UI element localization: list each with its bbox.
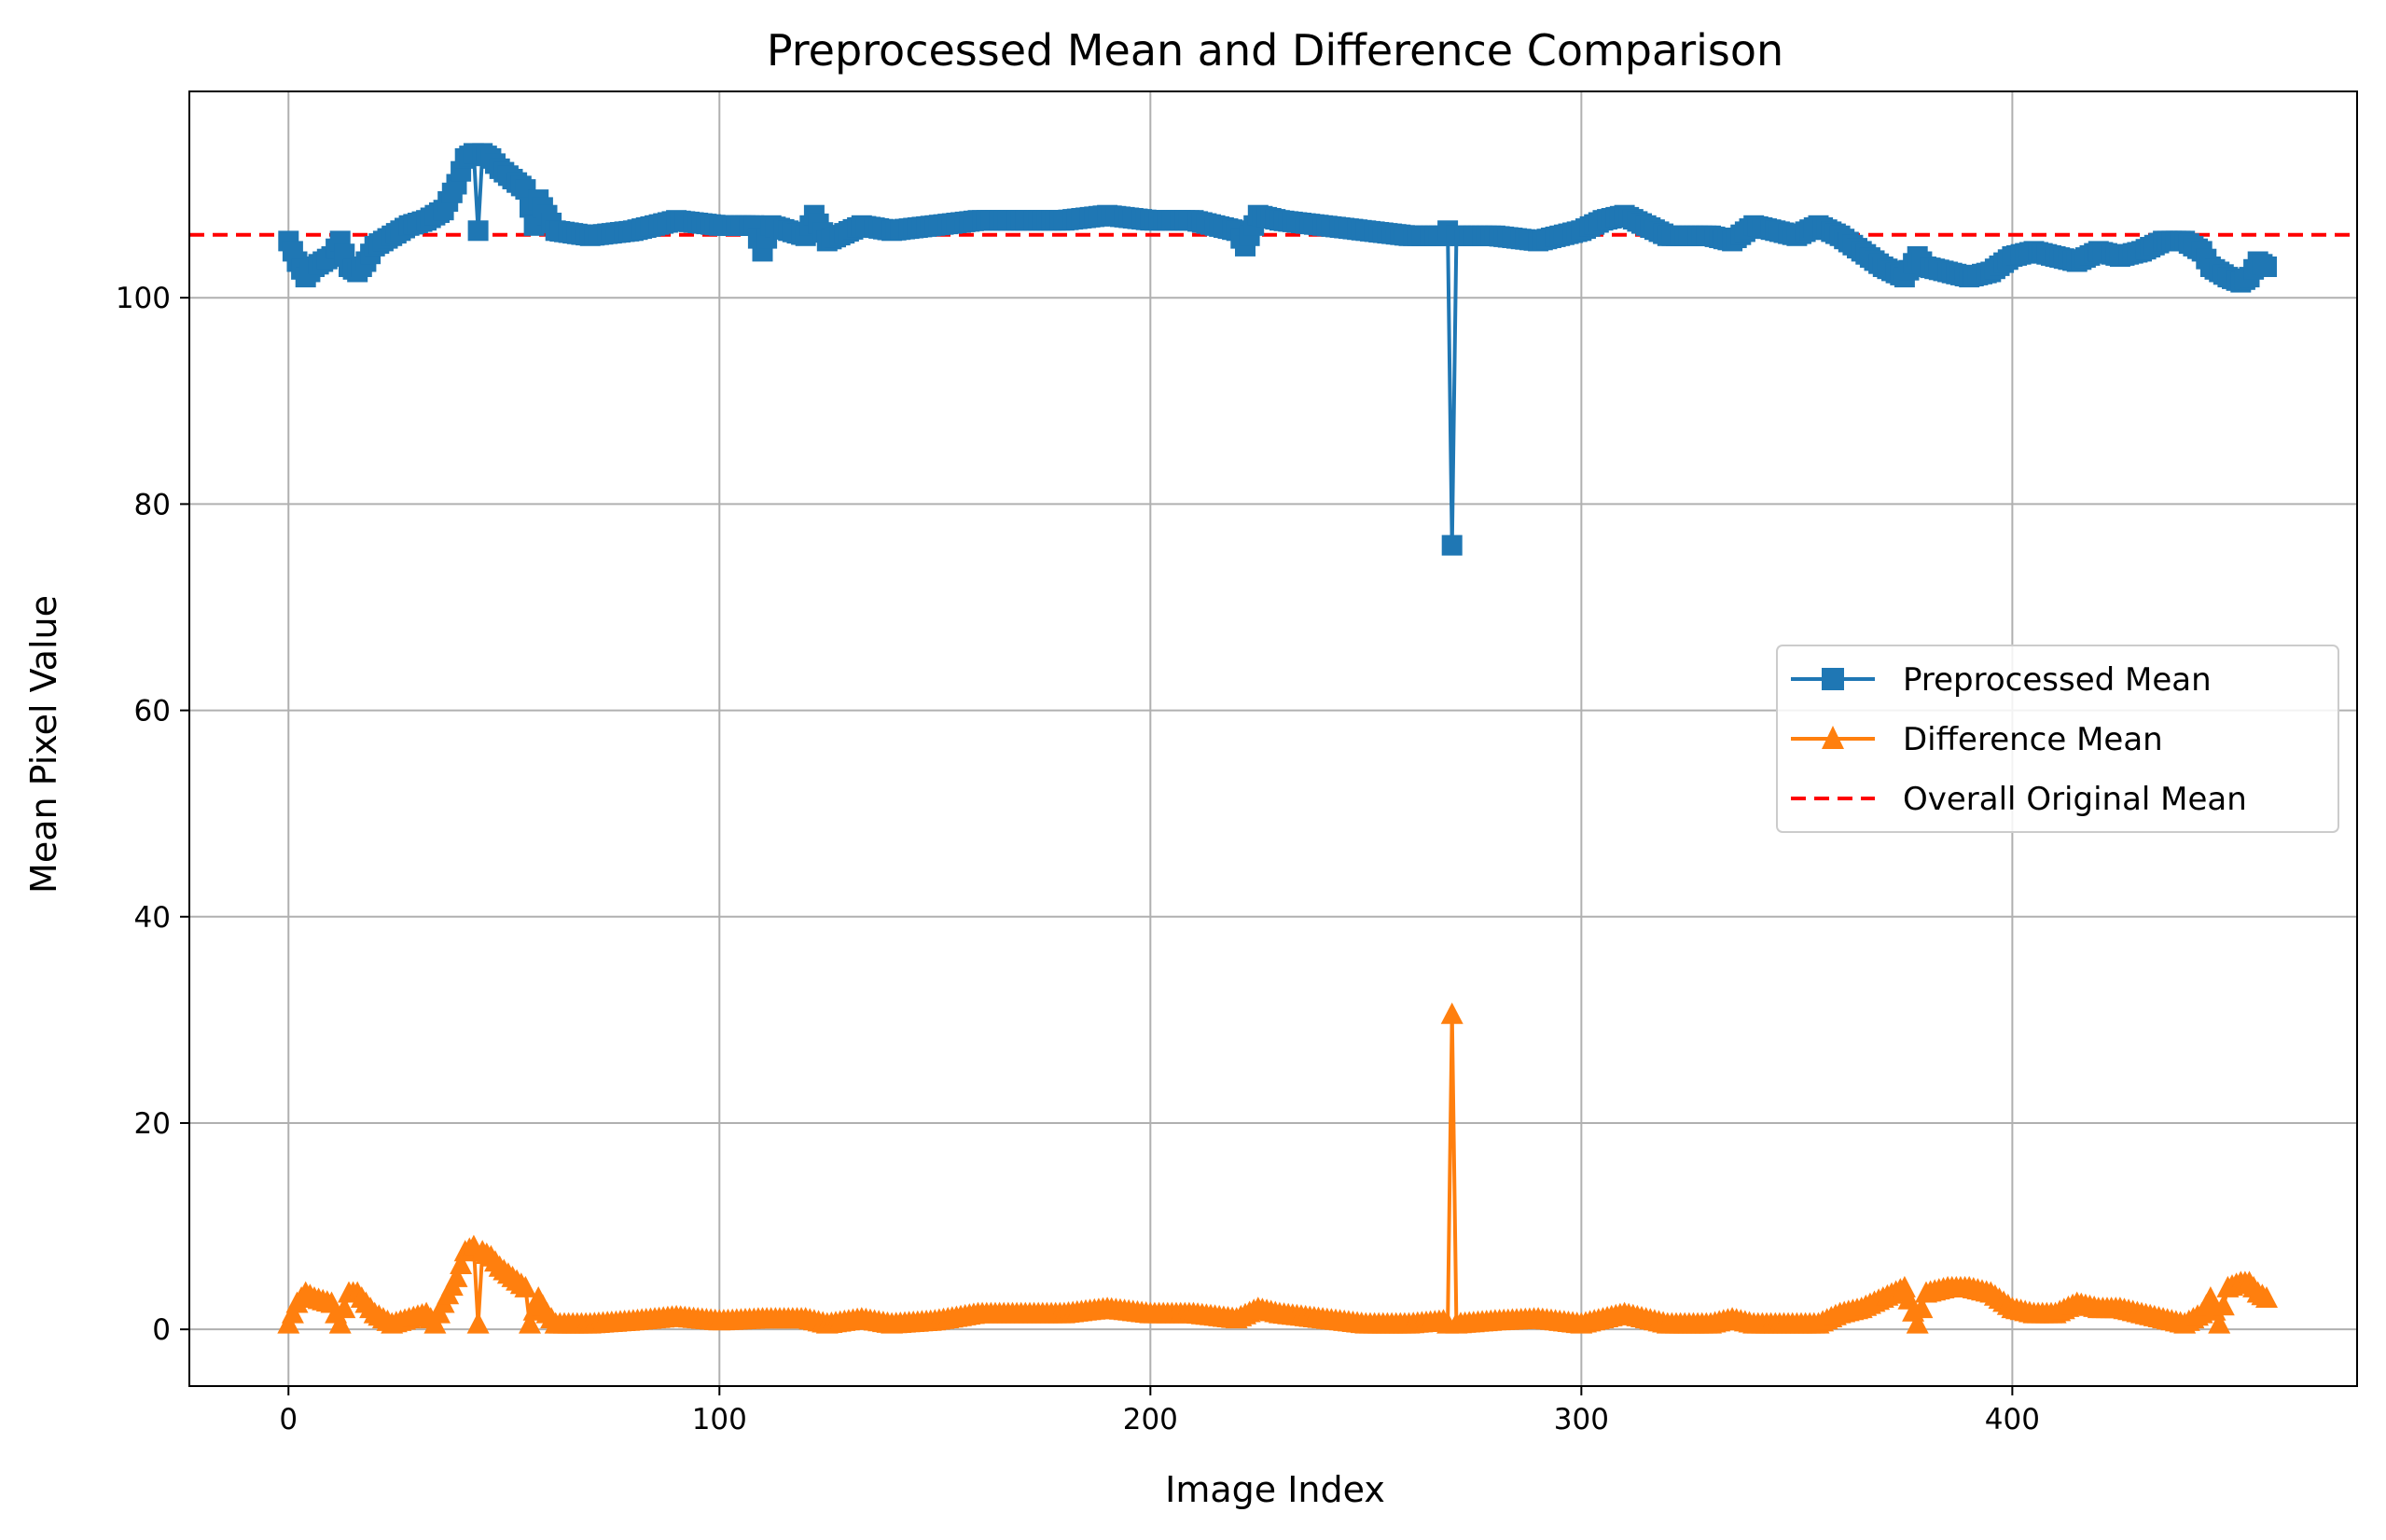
difference-mean-point	[2212, 1294, 2235, 1316]
difference-mean-point	[333, 1297, 356, 1319]
legend: Preprocessed Mean Difference Mean Overal…	[1776, 645, 2339, 833]
legend-label-overall: Overall Original Mean	[1903, 781, 2247, 818]
x-tick-label: 100	[692, 1403, 747, 1436]
legend-item-difference: Difference Mean	[1791, 721, 2163, 758]
x-tick-label: 300	[1554, 1403, 1609, 1436]
difference-mean-point	[328, 1311, 352, 1334]
difference-mean-point	[2255, 1286, 2278, 1308]
triangle-marker-icon	[1822, 726, 1844, 749]
y-axis-label: Mean Pixel Value	[23, 595, 64, 894]
difference-mean-point	[1440, 1002, 1464, 1024]
y-tick-label: 100	[116, 282, 171, 315]
y-tick-label: 80	[134, 488, 171, 521]
x-tick-label: 200	[1123, 1403, 1178, 1436]
chart-title: Preprocessed Mean and Difference Compari…	[767, 25, 1783, 76]
legend-box	[1776, 645, 2339, 833]
difference-mean-point	[2208, 1311, 2231, 1334]
difference-mean-point	[519, 1311, 541, 1334]
difference-mean-point	[514, 1275, 537, 1297]
y-tick-label: 60	[134, 695, 171, 728]
series-difference-mean	[277, 1002, 2278, 1334]
series-preprocessed-mean	[278, 143, 2277, 556]
difference-mean-point	[450, 1253, 473, 1274]
legend-item-overall: Overall Original Mean	[1791, 781, 2247, 818]
legend-label-preprocessed: Preprocessed Mean	[1903, 661, 2212, 699]
difference-mean-point	[466, 1311, 490, 1334]
legend-label-difference: Difference Mean	[1903, 721, 2163, 758]
difference-mean-point	[445, 1265, 468, 1287]
ticks-layer: 0 100 200 300 400 0 20 40 60 80 100	[116, 282, 2040, 1436]
y-tick-label: 0	[152, 1313, 171, 1347]
y-tick-label: 20	[134, 1107, 171, 1141]
preprocessed-mean-point	[1441, 534, 1463, 556]
preprocessed-mean-point	[467, 220, 489, 242]
x-tick-label: 0	[279, 1403, 298, 1436]
difference-mean-point	[1906, 1311, 1929, 1334]
legend-item-preprocessed: Preprocessed Mean	[1791, 661, 2212, 699]
preprocessed-mean-point	[2256, 257, 2277, 277]
square-marker-icon	[1822, 668, 1844, 690]
x-axis-label: Image Index	[1165, 1469, 1385, 1510]
x-tick-label: 400	[1985, 1403, 2040, 1436]
plot-frame	[188, 90, 2358, 1387]
y-tick-label: 40	[134, 901, 171, 935]
difference-mean-point	[1910, 1297, 1934, 1319]
